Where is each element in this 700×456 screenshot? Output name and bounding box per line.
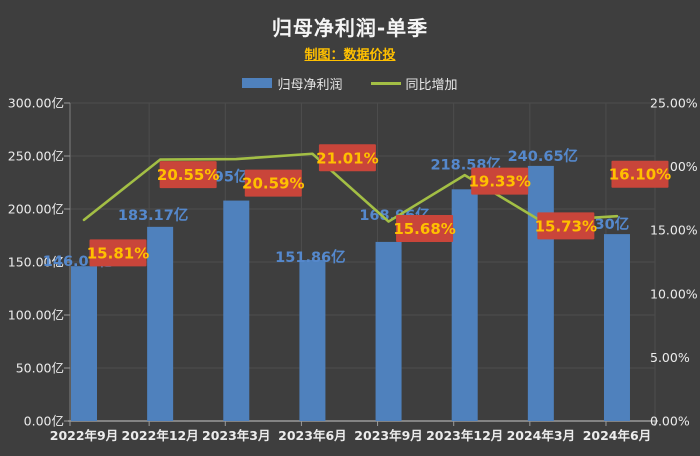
chart-title: 归母净利润-单季 [271, 16, 429, 40]
bar [299, 260, 326, 421]
left-axis-label: 100.00亿 [8, 308, 64, 323]
pct-badge [159, 161, 217, 189]
pct-badge-label: 15.68% [393, 220, 455, 238]
x-axis-label: 2024年3月 [507, 428, 576, 443]
bar [147, 226, 174, 421]
x-axis-label: 2023年12月 [426, 428, 503, 443]
left-axis-label: 50.00亿 [16, 361, 64, 376]
right-axis-label: 25.00% [650, 96, 698, 111]
left-axis-label: 250.00亿 [8, 149, 64, 164]
chart-subtitle: 制图：数据价投 [304, 48, 396, 63]
bar-series-swatch-icon [242, 78, 273, 88]
pct-badge [396, 215, 454, 243]
bar-value-label: 151.86亿 [275, 248, 345, 266]
x-axis-label: 2022年12月 [122, 428, 199, 443]
pct-badge [244, 169, 302, 197]
bar-value-label: 240.65亿 [508, 147, 578, 165]
bar [527, 165, 554, 421]
pct-badge [611, 160, 669, 188]
pct-badge [471, 167, 529, 195]
bar [603, 234, 630, 421]
right-axis-label: 15.00% [650, 223, 698, 238]
x-axis-label: 2022年9月 [50, 428, 119, 443]
pct-badge [537, 212, 595, 240]
left-axis-label: 150.00亿 [8, 255, 64, 270]
yoy-line [82, 152, 619, 223]
left-axis-label: 0.00亿 [24, 414, 64, 429]
legend-label-net-profit: 归母净利润 [277, 77, 343, 93]
bar-value-label: 183.17亿 [118, 206, 188, 224]
pct-badge-label: 21.01% [316, 149, 378, 167]
x-axis-label: 2023年3月 [202, 428, 271, 443]
bar [451, 189, 478, 421]
pct-badge [89, 239, 147, 267]
pct-badge-label: 15.73% [535, 217, 597, 235]
x-axis-label: 2023年6月 [278, 428, 347, 443]
x-axis-label: 2023年9月 [354, 428, 423, 443]
pct-badge-label: 20.55% [157, 166, 219, 184]
legend-label-yoy-growth: 同比增加 [405, 77, 458, 93]
left-axis-label: 300.00亿 [8, 96, 64, 111]
left-axis-label: 200.00亿 [8, 202, 64, 217]
bar [71, 266, 97, 421]
x-axis-label: 2024年6月 [583, 428, 652, 443]
chart-legend: 归母净利润 同比增加 [0, 74, 700, 93]
legend-item-net-profit: 归母净利润 [242, 74, 343, 93]
pct-badge-label: 15.81% [87, 244, 149, 262]
line-series-swatch-icon [370, 81, 401, 85]
pct-badge-label: 16.10% [609, 166, 671, 184]
legend-item-yoy-growth: 同比增加 [370, 74, 458, 93]
bar [223, 200, 250, 421]
pct-badge [318, 144, 376, 172]
right-axis-label: 5.00% [650, 350, 690, 365]
right-axis-label: 0.00% [650, 414, 690, 429]
right-axis-label: 10.00% [650, 286, 698, 301]
pct-badge-label: 20.59% [242, 175, 304, 193]
bar [375, 241, 402, 421]
pct-badge-label: 19.33% [468, 173, 530, 191]
